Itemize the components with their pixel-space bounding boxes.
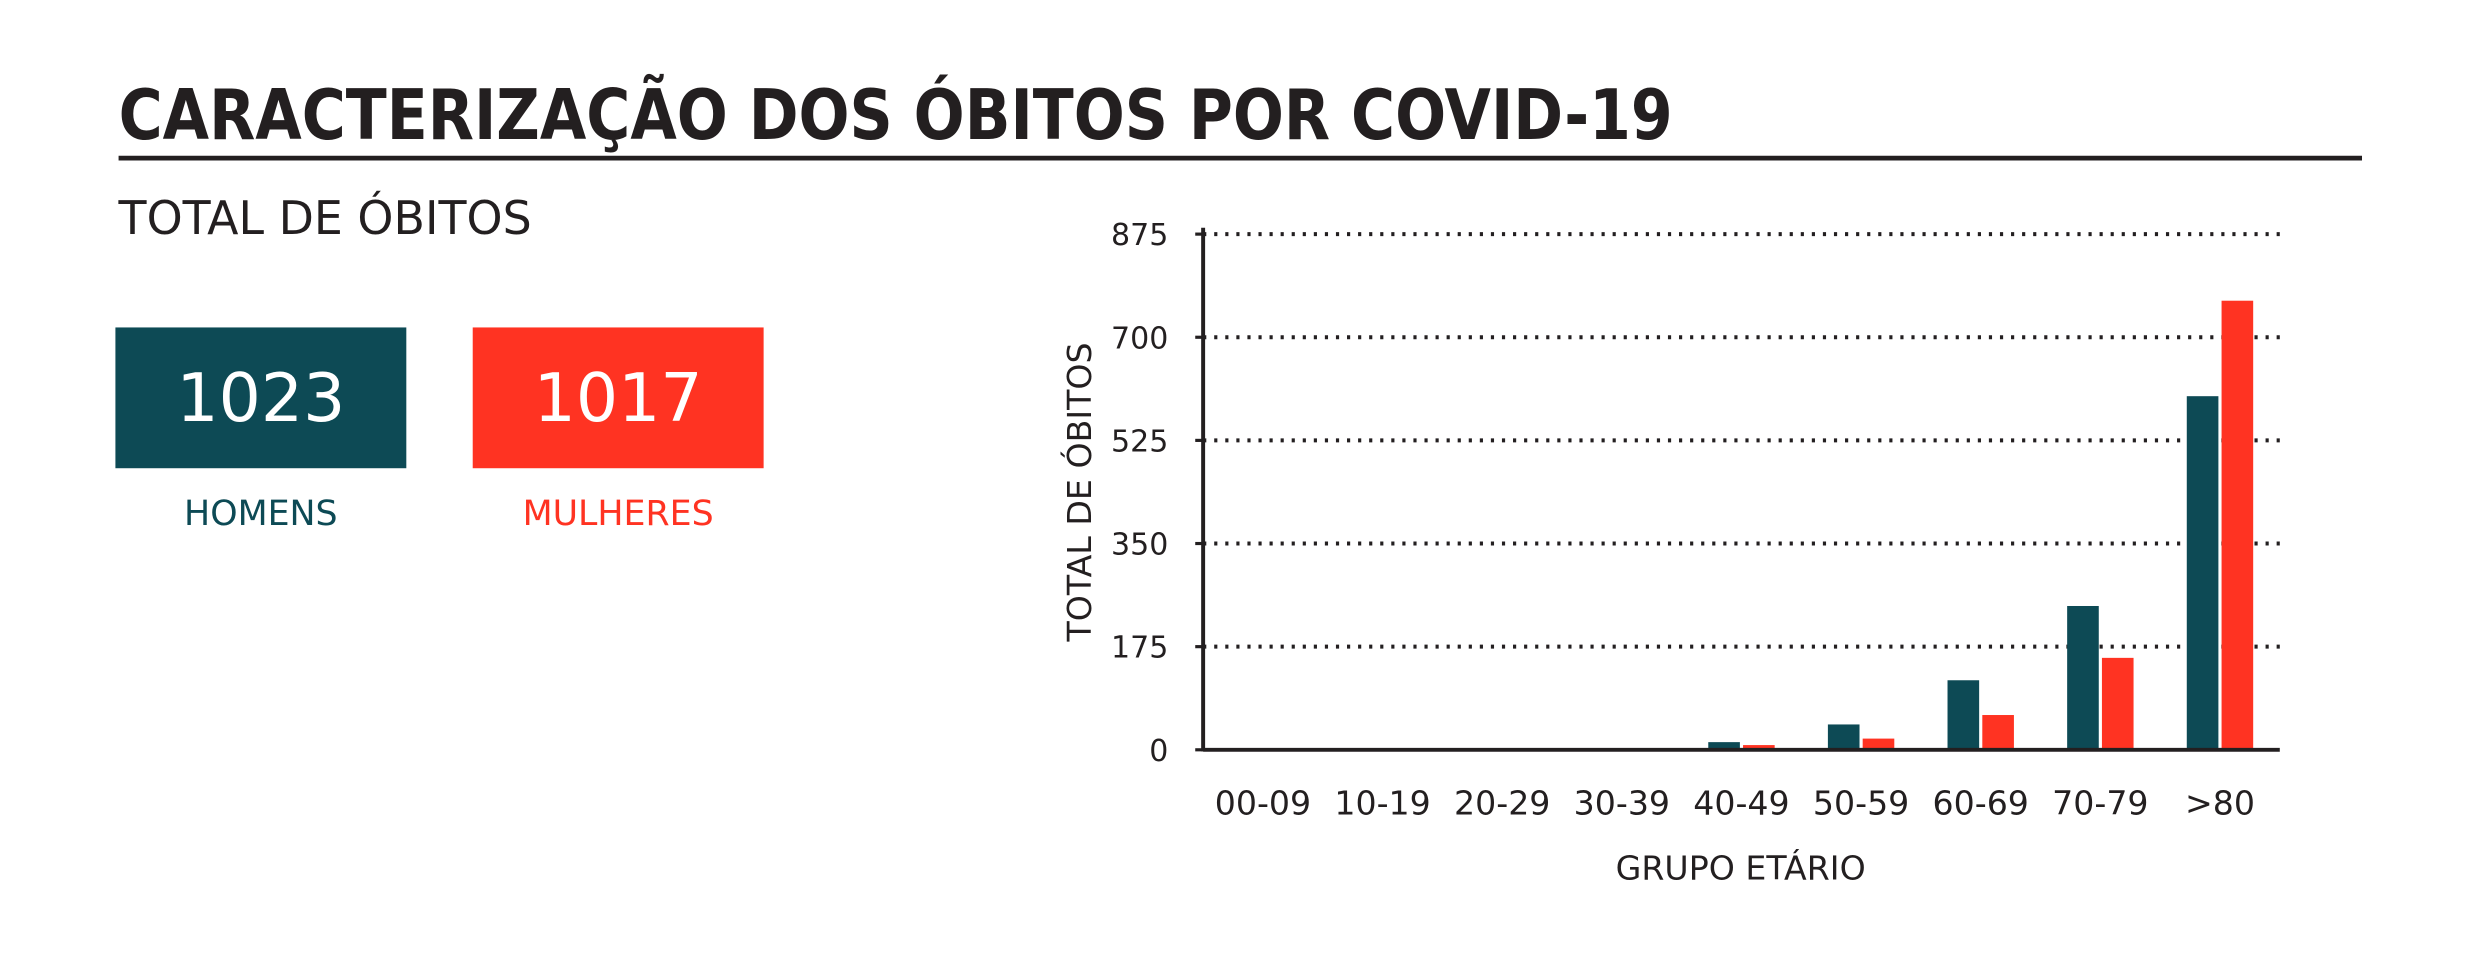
y-tick-label: 525 [1111,424,1168,459]
total-label: MULHERES [523,494,714,534]
y-tick-label: 875 [1111,218,1168,253]
bar [1708,742,1740,750]
total-value: 1023 [176,359,345,437]
x-tick-label: 60-69 [1933,784,2029,823]
page-title: CARACTERIZAÇÃO DOS ÓBITOS POR COVID-19 [119,74,1673,156]
bar [1947,680,1980,750]
y-tick-label: 350 [1111,528,1168,563]
x-tick-label: >80 [2185,784,2255,823]
x-tick-label: 30-39 [1574,784,1670,823]
y-tick-label: 700 [1111,321,1168,356]
x-tick-label: 00-09 [1215,784,1311,823]
total-value: 1017 [534,359,703,437]
y-tick-label: 175 [1111,631,1168,666]
bar [2101,657,2134,750]
total-box [115,327,407,469]
y-axis-title: TOTAL DE ÓBITOS [1059,342,1099,642]
x-tick-label: 10-19 [1334,784,1430,823]
total-box [472,327,764,469]
bar [2067,605,2099,750]
bar [1982,715,2014,750]
x-tick-label: 40-49 [1693,784,1789,823]
bar [1743,745,1775,750]
x-tick-label: 20-29 [1454,784,1550,823]
bar [2221,300,2254,750]
x-tick-label: 50-59 [1813,784,1909,823]
bar [2186,396,2219,750]
y-tick-label: 0 [1149,734,1168,769]
bar [1862,738,1895,750]
subtitle: TOTAL DE ÓBITOS [118,191,532,245]
x-tick-label: 70-79 [2052,784,2148,823]
x-axis-title: GRUPO ETÁRIO [1616,847,1866,887]
total-label: HOMENS [184,494,338,534]
bar [1827,724,1860,750]
